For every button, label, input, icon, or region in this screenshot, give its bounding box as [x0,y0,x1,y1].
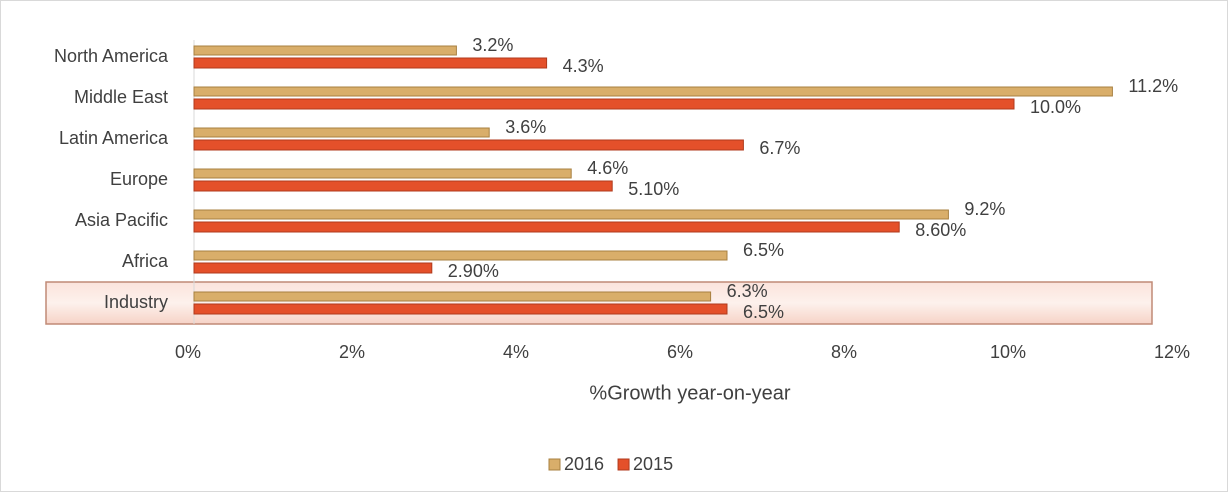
y-tick-label: Industry [104,292,168,312]
bar [193,86,1113,97]
bar [193,127,490,138]
bar [193,303,728,315]
x-tick-label: 0% [175,342,201,362]
bar [193,139,744,151]
bar [193,180,613,192]
bar [193,209,949,220]
y-tick-label: Africa [122,251,169,271]
value-label: 11.2% [1128,76,1178,96]
highlight-box [45,281,1153,325]
bar [193,291,712,302]
legend-label: 2015 [633,454,673,474]
value-label: 4.3% [563,56,604,76]
y-tick-label: Europe [110,169,168,189]
value-label: 9.2% [964,199,1005,219]
legend-label: 2016 [564,454,604,474]
legend-swatch [617,458,630,471]
value-label: 5.10% [628,179,679,199]
value-label: 3.6% [505,117,546,137]
y-tick-label: Latin America [59,128,169,148]
x-tick-label: 6% [667,342,693,362]
value-label: 2.90% [448,261,499,281]
y-tick-label: North America [54,46,169,66]
legend-swatch [548,458,561,471]
bar [193,57,548,69]
x-tick-label: 4% [503,342,529,362]
bar [193,262,433,274]
x-tick-label: 2% [339,342,365,362]
value-label: 3.2% [472,35,513,55]
x-tick-label: 12% [1154,342,1190,362]
x-tick-label: 10% [990,342,1026,362]
x-tick-label: 8% [831,342,857,362]
bar [193,45,457,56]
y-tick-label: Asia Pacific [75,210,168,230]
bar [193,168,572,179]
bar [193,98,1015,110]
x-axis-title: %Growth year-on-year [589,382,791,404]
value-label: 6.3% [727,281,768,301]
value-label: 4.6% [587,158,628,178]
value-label: 8.60% [915,220,966,240]
value-label: 10.0% [1030,97,1081,117]
y-tick-label: Middle East [74,87,168,107]
value-label: 6.5% [743,240,784,260]
bar [193,250,728,261]
value-label: 6.5% [743,302,784,322]
bar [193,221,900,233]
value-label: 6.7% [759,138,800,158]
